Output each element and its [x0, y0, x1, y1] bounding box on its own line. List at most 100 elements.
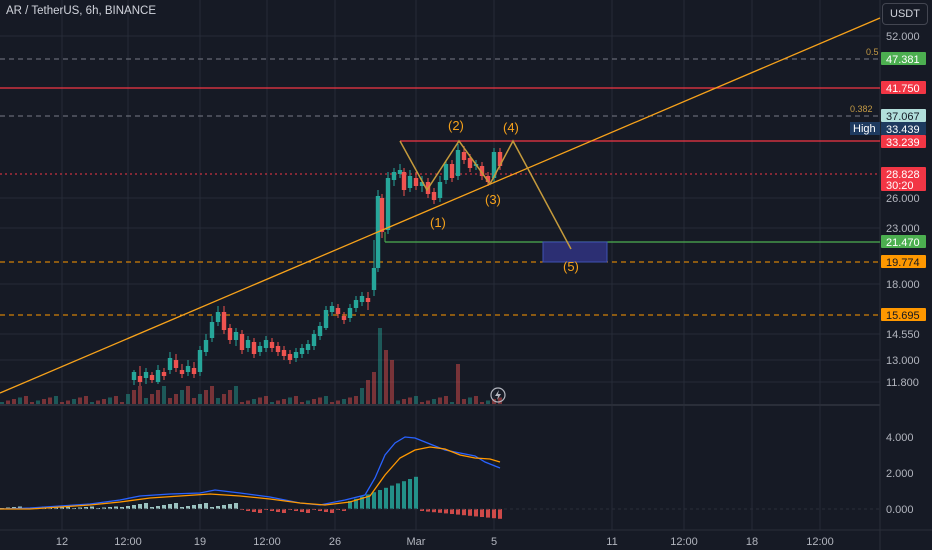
volume-bar: [204, 390, 208, 404]
candle-body: [257, 346, 263, 352]
histogram-bar: [384, 487, 388, 509]
volume-bar: [156, 390, 160, 404]
indicator-tick: 2.000: [886, 468, 914, 480]
high-tag: [850, 122, 880, 135]
histogram-bar: [408, 479, 412, 509]
time-tick: 12:00: [806, 536, 834, 548]
price-tick: 23.000: [886, 223, 920, 235]
volume-bar: [120, 402, 124, 404]
candle-body: [227, 328, 233, 340]
volume-bar: [228, 390, 232, 404]
volume-bar: [444, 396, 448, 404]
target-zone[interactable]: [542, 241, 608, 263]
lightning-icon[interactable]: [490, 387, 506, 403]
histogram-bar: [234, 503, 238, 509]
volume-bar: [138, 386, 142, 404]
candle-body: [203, 340, 209, 352]
histogram-bar: [192, 505, 196, 509]
volume-bar: [0, 402, 4, 404]
histogram-bar: [366, 494, 370, 509]
candle-body: [347, 308, 353, 318]
candle-body: [185, 366, 191, 372]
volume-bar: [90, 402, 94, 404]
price-tag: [881, 109, 926, 122]
histogram-bar: [468, 509, 472, 516]
volume-bar: [18, 397, 22, 404]
volume-bar: [438, 397, 442, 404]
price-tag-label: 37.067: [886, 111, 920, 123]
price-tick: 13.000: [886, 355, 920, 367]
histogram-bar: [150, 507, 154, 509]
wave-label-5: (5): [563, 259, 579, 274]
histogram-bar: [414, 476, 418, 509]
candle-body: [173, 360, 179, 368]
candle-body: [479, 166, 485, 176]
candle-body: [221, 312, 227, 330]
histogram-bar: [210, 507, 214, 509]
price-tag: [881, 235, 926, 248]
candle-body: [329, 306, 335, 312]
candle-body: [491, 152, 497, 178]
candle-body: [209, 322, 215, 338]
price-tick: 18.000: [886, 279, 920, 291]
price-tag: [881, 81, 926, 94]
candle-body: [311, 334, 317, 346]
volume-bar: [24, 396, 28, 404]
volume-bar: [126, 394, 130, 404]
candle-body: [287, 354, 293, 360]
volume-bar: [390, 360, 394, 404]
price-axis-ticks: 52.000 26.000 23.000 18.000 14.550 13.000 11.8…: [886, 31, 920, 389]
histogram-bar: [492, 509, 496, 519]
price-tick: 14.550: [886, 329, 920, 341]
volume-bar: [174, 394, 178, 404]
volume-bar: [474, 396, 478, 404]
volume-bar: [84, 396, 88, 404]
candles[interactable]: [131, 144, 503, 386]
volume-bar: [462, 399, 466, 404]
volume-bar: [366, 380, 370, 404]
volume-bar: [240, 402, 244, 404]
grid: [0, 0, 880, 530]
price-tag: [881, 308, 926, 321]
price-tag-label: 15.695: [886, 310, 920, 322]
candle-body: [197, 350, 203, 372]
time-tick: 12:00: [114, 536, 142, 548]
candle-body: [245, 340, 251, 348]
histogram-bar: [78, 507, 82, 509]
candle-body: [179, 370, 185, 374]
candle-body: [233, 332, 239, 340]
time-tick: 19: [194, 536, 206, 548]
candle-body: [419, 182, 425, 186]
currency-button[interactable]: USDT: [882, 3, 928, 25]
volume-bar: [270, 402, 274, 404]
volume-bar: [456, 364, 460, 404]
candle-body: [365, 298, 371, 302]
histogram-bar: [102, 507, 106, 509]
histogram-bar: [258, 509, 262, 513]
histogram-bar: [174, 503, 178, 509]
candle-body: [149, 375, 155, 380]
trend-line[interactable]: [0, 17, 881, 394]
volume-bar: [480, 402, 484, 404]
elliott-wave-path[interactable]: [399, 139, 572, 250]
histogram-bar: [60, 507, 64, 509]
volume-bar: [426, 400, 430, 404]
countdown-label: 30:20: [886, 180, 914, 192]
volume-bar: [354, 396, 358, 404]
candle-body: [449, 164, 455, 178]
histogram-bar: [480, 509, 484, 517]
candle-body: [191, 368, 197, 374]
histogram-bar: [168, 504, 172, 509]
candle-body: [443, 164, 449, 180]
symbol-title[interactable]: AR / TetherUS, 6h, BINANCE: [6, 5, 156, 17]
volume-bar: [258, 397, 262, 404]
volume-bar: [402, 399, 406, 404]
volume-bar: [186, 386, 190, 404]
candle-body: [143, 372, 149, 378]
horizontal-levels[interactable]: [0, 58, 880, 316]
histogram-bar: [420, 509, 424, 511]
price-tick: 52.000: [886, 31, 920, 43]
time-tick: Mar: [407, 536, 426, 548]
histogram-bar: [348, 501, 352, 509]
